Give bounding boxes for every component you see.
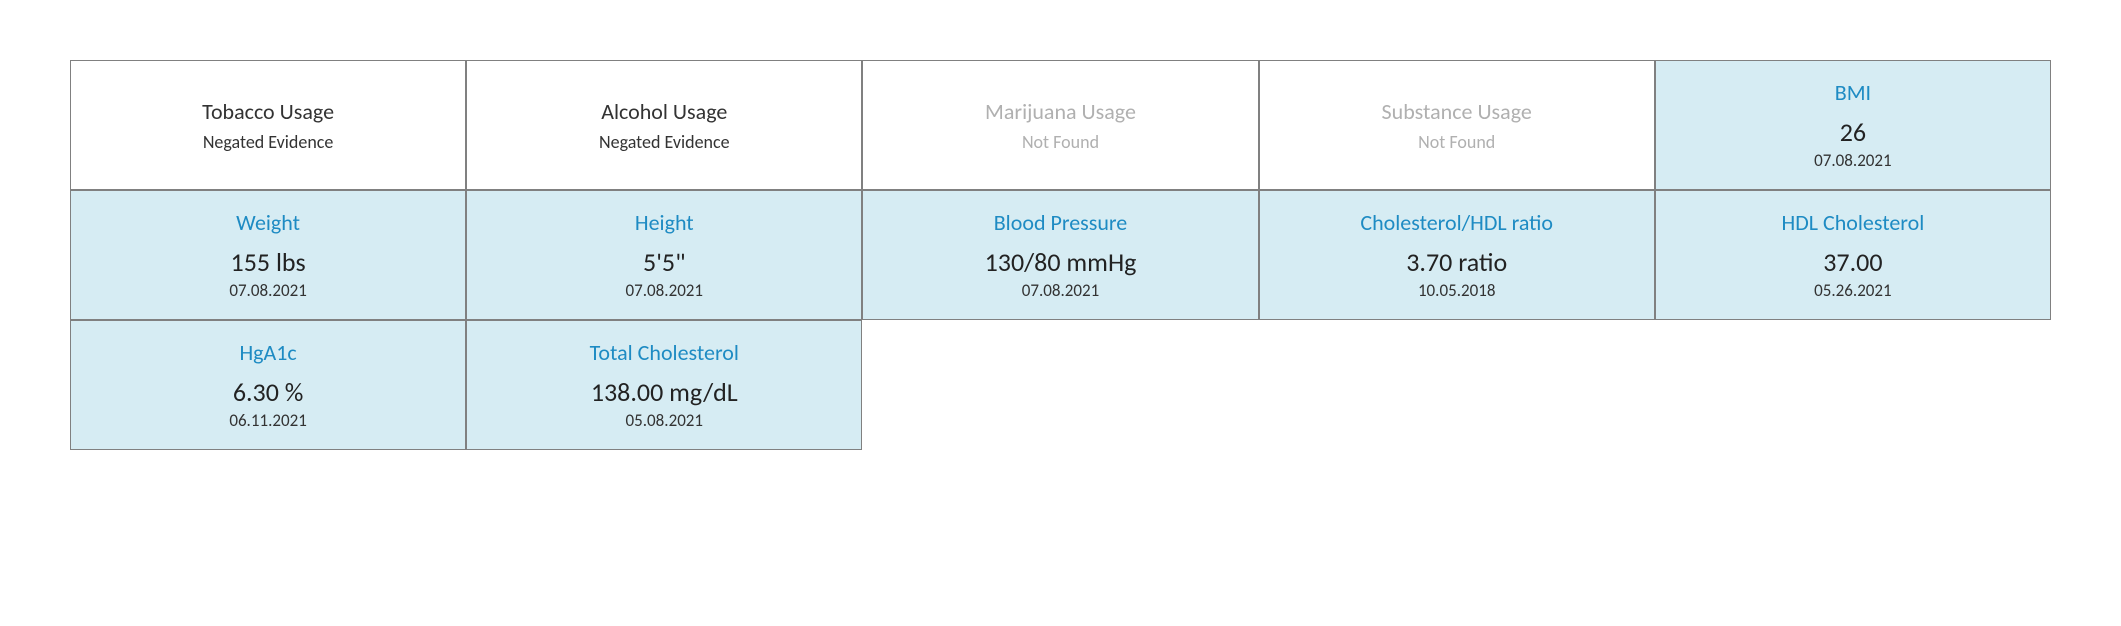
- cell-value: 6.30 %: [233, 376, 304, 408]
- cell-value: 155 lbs: [231, 246, 306, 278]
- cell-value: 26: [1840, 116, 1866, 148]
- cell-date: 05.08.2021: [626, 410, 704, 431]
- cell-marijuana-usage[interactable]: Marijuana Usage Not Found: [862, 60, 1258, 190]
- cell-weight[interactable]: Weight 155 lbs 07.08.2021: [70, 190, 466, 320]
- cell-date: 07.08.2021: [1814, 150, 1892, 171]
- cell-title: BMI: [1835, 79, 1871, 106]
- cell-blood-pressure[interactable]: Blood Pressure 130/80 mmHg 07.08.2021: [862, 190, 1258, 320]
- cell-date: 07.08.2021: [626, 280, 704, 301]
- cell-alcohol-usage[interactable]: Alcohol Usage Negated Evidence: [466, 60, 862, 190]
- cell-hdl-cholesterol[interactable]: HDL Cholesterol 37.00 05.26.2021: [1655, 190, 2051, 320]
- cell-value: 37.00: [1823, 246, 1882, 278]
- cell-title: Height: [635, 209, 694, 236]
- cell-title: Total Cholesterol: [590, 339, 739, 366]
- cell-total-cholesterol[interactable]: Total Cholesterol 138.00 mg/dL 05.08.202…: [466, 320, 862, 450]
- cell-sub: Not Found: [1418, 131, 1495, 153]
- cell-substance-usage[interactable]: Substance Usage Not Found: [1259, 60, 1655, 190]
- cell-date: 07.08.2021: [229, 280, 307, 301]
- cell-title: HDL Cholesterol: [1782, 209, 1925, 236]
- cell-title: Substance Usage: [1382, 98, 1532, 125]
- cell-date: 05.26.2021: [1814, 280, 1892, 301]
- cell-cholesterol-hdl-ratio[interactable]: Cholesterol/HDL ratio 3.70 ratio 10.05.2…: [1259, 190, 1655, 320]
- cell-title: Weight: [236, 209, 300, 236]
- cell-sub: Negated Evidence: [203, 131, 334, 153]
- cell-title: Cholesterol/HDL ratio: [1360, 209, 1553, 236]
- cell-sub: Negated Evidence: [599, 131, 730, 153]
- cell-title: Tobacco Usage: [202, 98, 334, 125]
- cell-value: 138.00 mg/dL: [591, 376, 738, 408]
- cell-title: Marijuana Usage: [985, 98, 1136, 125]
- cell-date: 07.08.2021: [1022, 280, 1100, 301]
- cell-hga1c[interactable]: HgA1c 6.30 % 06.11.2021: [70, 320, 466, 450]
- health-metrics-grid: Tobacco Usage Negated Evidence Alcohol U…: [70, 60, 2051, 450]
- cell-date: 06.11.2021: [229, 410, 307, 431]
- cell-title: Alcohol Usage: [601, 98, 727, 125]
- cell-tobacco-usage[interactable]: Tobacco Usage Negated Evidence: [70, 60, 466, 190]
- cell-date: 10.05.2018: [1418, 280, 1496, 301]
- cell-value: 5'5": [643, 246, 686, 278]
- cell-value: 130/80 mmHg: [985, 246, 1137, 278]
- cell-title: Blood Pressure: [994, 209, 1128, 236]
- cell-sub: Not Found: [1022, 131, 1099, 153]
- cell-title: HgA1c: [239, 339, 296, 366]
- cell-value: 3.70 ratio: [1406, 246, 1507, 278]
- cell-bmi[interactable]: BMI 26 07.08.2021: [1655, 60, 2051, 190]
- cell-height[interactable]: Height 5'5" 07.08.2021: [466, 190, 862, 320]
